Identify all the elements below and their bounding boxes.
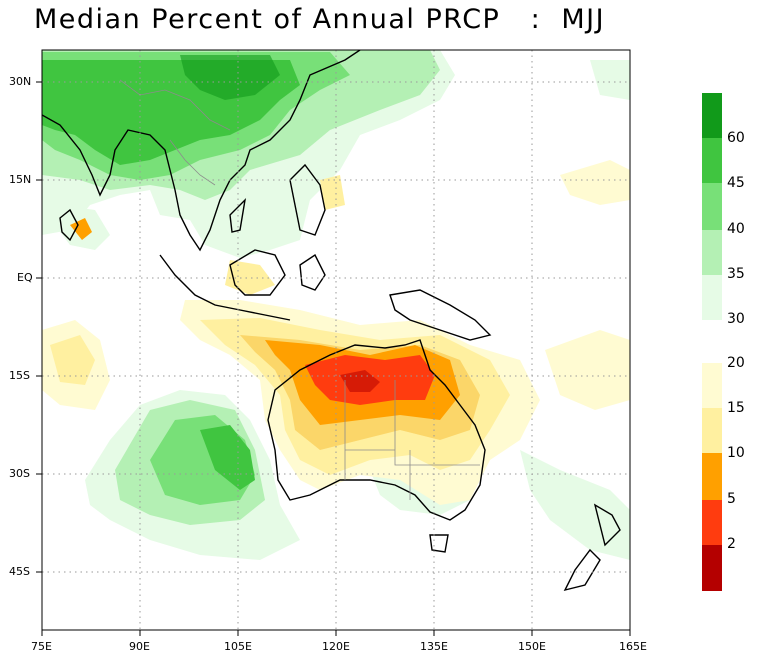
colorbar-lower [702, 363, 722, 591]
y-tick-label: 45S [9, 565, 30, 578]
asia-coastline [42, 50, 361, 252]
colorbar-upper [702, 93, 722, 320]
coastlines [42, 50, 621, 592]
x-tick-label: 135E [420, 640, 448, 653]
borneo [229, 249, 286, 296]
new-zealand [563, 503, 621, 592]
x-tick-label: 90E [129, 640, 150, 653]
x-tick-label: 150E [518, 640, 546, 653]
colorbar-label: 2 [727, 536, 736, 552]
australia [267, 339, 486, 521]
colorbar-label: 30 [727, 311, 745, 327]
y-tick-label: EQ [17, 271, 33, 284]
colorbar-label: 60 [727, 130, 745, 146]
green-shading [42, 50, 630, 560]
map-title: Median Percent of Annual PRCP : MJJ [34, 4, 606, 35]
sumatra-java [159, 254, 291, 321]
colorbar-label: 40 [727, 221, 745, 237]
x-tick-label: 75E [31, 640, 52, 653]
y-tick-label: 15S [9, 369, 30, 382]
colorbar-label: 10 [727, 445, 745, 461]
new-guinea [389, 289, 492, 341]
colorbar-label: 20 [727, 355, 745, 371]
axis-ticks [36, 81, 631, 636]
tasmania [429, 534, 449, 553]
x-tick-label: 105E [224, 640, 252, 653]
philippines [289, 163, 326, 236]
gridlines [42, 50, 630, 630]
y-tick-label: 15N [9, 173, 32, 186]
colorbar-label: 5 [727, 491, 736, 507]
sulawesi [299, 253, 326, 291]
y-tick-label: 30N [9, 75, 32, 88]
x-tick-label: 165E [619, 640, 647, 653]
map-field [42, 50, 630, 630]
y-tick-label: 30S [9, 467, 30, 480]
hainan [229, 197, 247, 233]
colorbar-label: 35 [727, 266, 745, 282]
sri-lanka [59, 208, 79, 242]
x-tick-label: 120E [322, 640, 350, 653]
borders [119, 79, 480, 500]
dry-shading [42, 160, 630, 505]
colorbar-label: 15 [727, 400, 745, 416]
colorbar-label: 45 [727, 175, 745, 191]
